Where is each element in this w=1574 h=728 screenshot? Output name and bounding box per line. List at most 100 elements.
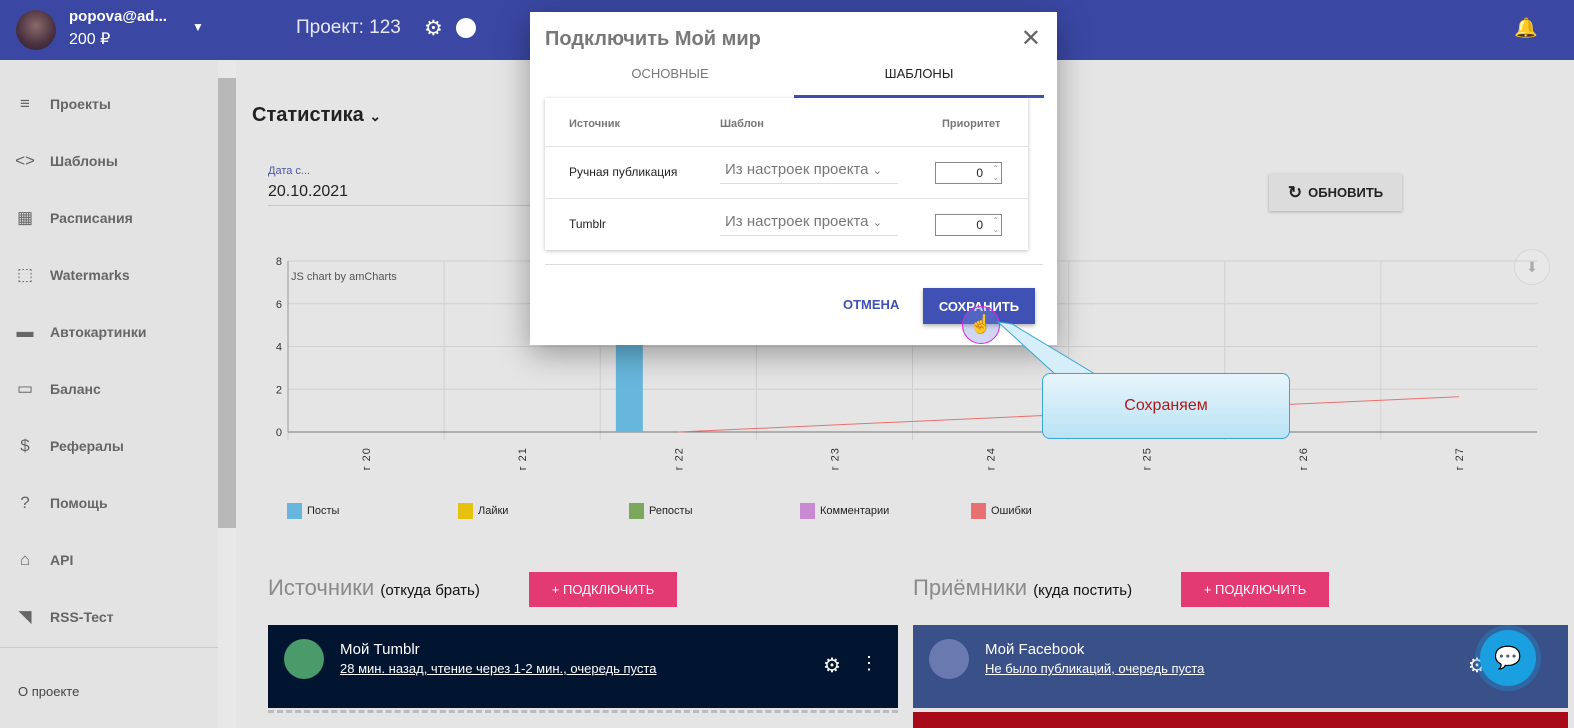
card-name: Мой Facebook: [985, 641, 1085, 658]
scrollbar[interactable]: [218, 60, 236, 728]
legend-swatch: [287, 503, 302, 519]
column-header: Шаблон: [720, 118, 764, 130]
sidebar-item[interactable]: ⬚ Watermarks: [0, 255, 218, 295]
sidebar-item[interactable]: ▬ Автокартинки: [0, 312, 218, 352]
sidebar-item-label: Помощь: [50, 495, 108, 511]
bell-icon[interactable]: 🔔: [1514, 18, 1538, 39]
sidebar-item[interactable]: ? Помощь: [0, 483, 218, 523]
page-title[interactable]: Статистика ⌄: [252, 104, 381, 127]
cancel-button[interactable]: ОТМЕНА: [843, 297, 900, 312]
legend-swatch: [800, 503, 815, 519]
connect-source-button[interactable]: + ПОДКЛЮЧИТЬ: [529, 572, 677, 607]
sidebar-item[interactable]: ◥ RSS-Тест: [0, 597, 218, 637]
more-icon[interactable]: ⋮: [860, 653, 878, 673]
templates-table: Источник Шаблон Приоритет Ручная публика…: [545, 98, 1028, 250]
spinner-icon[interactable]: ⌃ ⌄: [992, 164, 999, 182]
sidebar-item-label: Рефералы: [50, 438, 124, 454]
source-card[interactable]: Мой Tumblr 28 мин. назад, чтение через 1…: [268, 625, 898, 708]
priority-input[interactable]: 0 ⌃ ⌄: [935, 214, 1002, 236]
chart-credit: JS chart by amCharts: [291, 271, 397, 283]
legend-item[interactable]: Посты: [287, 503, 339, 519]
avatar[interactable]: [16, 10, 56, 50]
legend-label: Ошибки: [991, 505, 1032, 517]
targets-heading: Приёмники: [913, 575, 1028, 600]
sidebar-item[interactable]: ⌂ API: [0, 540, 218, 580]
legend-item[interactable]: Комментарии: [800, 503, 889, 519]
sidebar-icon: ≡: [20, 94, 30, 113]
template-select[interactable]: Из настроек проекта ⌄: [720, 209, 898, 236]
card-status[interactable]: Не было публикаций, очередь пуста: [985, 661, 1205, 676]
chevron-down-icon: ⌄: [872, 217, 882, 229]
face-icon[interactable]: [456, 18, 476, 38]
close-icon[interactable]: ✕: [1020, 25, 1041, 52]
sidebar-item-label: Проекты: [50, 96, 111, 112]
refresh-icon: ↻: [1287, 182, 1303, 202]
template-value: Из настроек проекта: [725, 161, 869, 178]
sidebar: О проекте ≡ Проекты <> Шаблоны ▦ Расписания ⬚ W…: [0, 60, 218, 728]
column-header: Источник: [569, 118, 621, 130]
sidebar-icon: ?: [20, 493, 30, 512]
sidebar-item[interactable]: ▭ Баланс: [0, 369, 218, 409]
facebook-avatar: [929, 639, 969, 679]
legend-label: Репосты: [649, 505, 693, 517]
chevron-down-icon[interactable]: ▼: [192, 20, 204, 34]
x-tick-label: Окт 23: [829, 447, 841, 470]
x-tick-label: Окт 22: [673, 447, 685, 470]
sidebar-item-label: Watermarks: [50, 267, 130, 283]
source-name: Ручная публикация: [569, 165, 678, 179]
y-tick-label: 2: [276, 384, 282, 396]
sidebar-item-label: RSS-Тест: [50, 609, 114, 625]
date-input[interactable]: 20.10.2021: [268, 183, 538, 206]
legend-item[interactable]: Лайки: [458, 503, 508, 519]
x-tick-label: Окт 27: [1454, 447, 1466, 470]
x-tick-label: Окт 20: [361, 447, 373, 470]
balance: 200 ₽: [69, 31, 111, 48]
chat-icon[interactable]: 💬: [1480, 630, 1536, 686]
divider: [545, 264, 1043, 265]
gear-icon[interactable]: ⚙: [424, 17, 443, 40]
sidebar-item[interactable]: $ Рефералы: [0, 426, 218, 466]
tab-templates[interactable]: ШАБЛОНЫ: [794, 66, 1044, 98]
refresh-button[interactable]: ↻ ОБНОВИТЬ: [1269, 174, 1402, 211]
targets-title: Приёмники (куда постить): [913, 575, 1132, 601]
card-status[interactable]: 28 мин. назад, чтение через 1-2 мин., оч…: [340, 661, 657, 676]
sidebar-about[interactable]: О проекте: [18, 684, 80, 699]
y-tick-label: 8: [276, 256, 282, 268]
tumblr-avatar: [284, 639, 324, 679]
spinner-icon[interactable]: ⌃ ⌄: [992, 216, 999, 234]
priority-value: 0: [976, 166, 983, 180]
sidebar-icon: ▭: [16, 379, 34, 398]
tab-basic[interactable]: ОСНОВНЫЕ: [631, 66, 709, 81]
sidebar-item[interactable]: <> Шаблоны: [0, 141, 218, 181]
callout-pointer: [996, 321, 1097, 375]
template-value: Из настроек проекта: [725, 213, 869, 230]
priority-input[interactable]: 0 ⌃ ⌄: [935, 162, 1002, 184]
legend-label: Посты: [307, 505, 340, 517]
template-select[interactable]: Из настроек проекта ⌄: [720, 157, 898, 184]
column-header: Приоритет: [942, 118, 1001, 130]
target-card-2[interactable]: [913, 712, 1568, 728]
user-email[interactable]: popova@ad...: [69, 8, 167, 25]
sidebar-icon: ⬚: [16, 265, 34, 284]
x-tick-label: Окт 24: [986, 447, 998, 470]
sidebar-icon: <>: [15, 151, 35, 170]
sidebar-item[interactable]: ≡ Проекты: [0, 84, 218, 124]
sources-heading: Источники: [268, 575, 375, 600]
target-card[interactable]: Мой Facebook Не было публикаций, очередь…: [913, 625, 1568, 708]
gear-icon[interactable]: ⚙: [823, 655, 841, 677]
sidebar-icon: ▬: [16, 322, 34, 341]
x-tick-label: Окт 21: [517, 447, 529, 470]
sidebar-item-label: Шаблоны: [50, 153, 118, 169]
connect-target-button[interactable]: + ПОДКЛЮЧИТЬ: [1181, 572, 1329, 607]
chevron-down-icon: ⌄: [872, 165, 882, 177]
sidebar-icon: ◥: [18, 607, 32, 626]
chevron-down-icon: ⌄: [369, 108, 382, 124]
legend-item[interactable]: Репосты: [629, 503, 693, 519]
x-tick-label: Окт 25: [1142, 447, 1154, 470]
legend-swatch: [971, 503, 986, 519]
legend-label: Лайки: [478, 505, 509, 517]
download-icon[interactable]: ⬇: [1514, 249, 1550, 285]
sidebar-item[interactable]: ▦ Расписания: [0, 198, 218, 238]
legend-item[interactable]: Ошибки: [971, 503, 1032, 519]
scrollbar-thumb[interactable]: [218, 78, 236, 528]
